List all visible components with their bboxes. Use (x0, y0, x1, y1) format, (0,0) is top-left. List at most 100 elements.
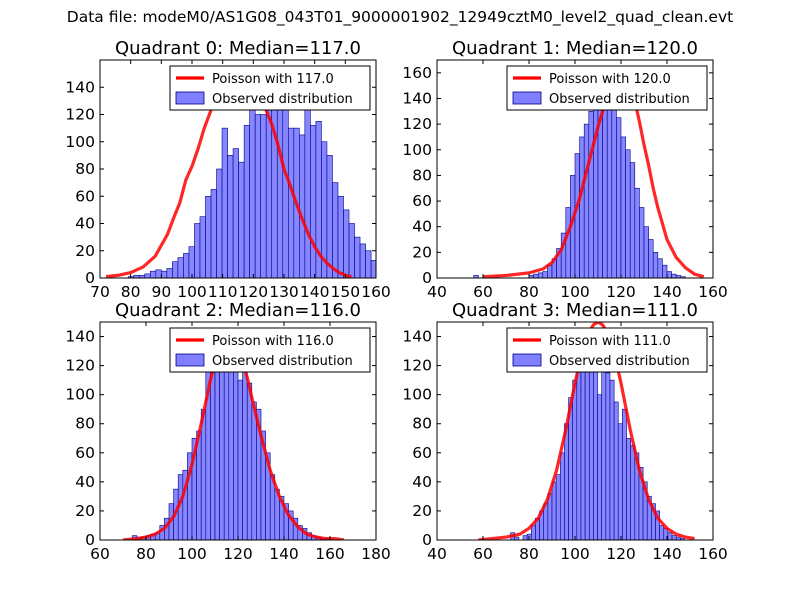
histogram-bar (579, 136, 585, 278)
histogram-bar (522, 535, 528, 540)
y-tick-label: 100 (402, 141, 432, 159)
quadrant-2-title: Quadrant 2: Median=116.0 (115, 300, 361, 321)
histogram-bar (559, 452, 565, 540)
quadrant-1-legend: Poisson with 120.0 Observed distribution (506, 65, 708, 111)
histogram-bar (605, 372, 611, 540)
y-tick-label: 40 (412, 473, 432, 491)
quadrant-2-histogram (131, 336, 331, 540)
histogram-bar (572, 379, 578, 540)
histogram-bar (183, 253, 190, 278)
quadrant-1-title: Quadrant 1: Median=120.0 (452, 38, 698, 59)
histogram-bar (643, 226, 649, 278)
y-tick-label: 20 (75, 502, 95, 520)
histogram-bar (233, 365, 239, 540)
y-tick-label: 80 (75, 415, 95, 433)
x-tick-label: 100 (560, 545, 590, 563)
histogram-bar (370, 259, 376, 278)
y-tick-label: 120 (65, 357, 95, 375)
y-tick-label: 140 (65, 78, 95, 96)
legend-bar-swatch (512, 91, 542, 105)
y-tick-label: 0 (85, 531, 95, 549)
histogram-bar (228, 353, 234, 540)
quadrant-0-title: Quadrant 0: Median=117.0 (115, 38, 361, 59)
histogram-bar (199, 216, 206, 278)
histogram-bar (588, 110, 594, 278)
y-tick-label: 0 (422, 531, 432, 549)
x-tick-label: 120 (223, 545, 253, 563)
quadrant-2-legend: Poisson with 116.0 Observed distribution (169, 327, 371, 373)
y-tick-label: 20 (412, 502, 432, 520)
quadrant-1-panel: 40 60 80 100 120 140 160 0 20 40 60 80 100 120 140 160 Q… (402, 38, 727, 301)
y-tick-label: 60 (75, 444, 95, 462)
histogram-bar (667, 532, 673, 540)
x-tick-label: 120 (606, 545, 636, 563)
histogram-bar (583, 123, 590, 278)
x-tick-label: 140 (652, 283, 682, 301)
figure-title: Data file: modeM0/AS1G08_043T01_90000019… (66, 8, 734, 26)
x-tick-label: 120 (239, 283, 269, 301)
y-tick-label: 40 (75, 473, 95, 491)
x-tick-label: 90 (151, 283, 171, 301)
x-tick-label: 80 (519, 283, 539, 301)
x-tick-label: 80 (136, 545, 156, 563)
histogram-bar (625, 149, 631, 278)
x-tick-label: 80 (519, 545, 539, 563)
histogram-bar (359, 243, 366, 278)
histogram-bar (404, 275, 410, 278)
y-tick-label: 100 (402, 386, 432, 404)
histogram-bar (629, 162, 636, 278)
y-tick-label: 60 (75, 187, 95, 205)
histogram-bar (542, 271, 548, 278)
histogram-bar (382, 267, 388, 278)
quadrant-3-panel: 40 60 80 100 120 140 160 0 20 40 60 80 100 120 140 Quad… (402, 300, 727, 563)
histogram-bar (537, 272, 544, 278)
histogram-bar (287, 127, 295, 278)
histogram-bar (639, 207, 645, 278)
histogram-bar (662, 264, 668, 278)
histogram-bar (238, 161, 245, 278)
y-tick-label: 100 (65, 386, 95, 404)
histogram-bar (343, 209, 350, 278)
legend-bar-swatch (175, 353, 205, 367)
histogram-bar (249, 86, 256, 278)
histogram-bar (332, 182, 339, 278)
y-tick-label: 120 (65, 106, 95, 124)
histogram-bar (271, 86, 278, 278)
y-tick-label: 60 (412, 444, 432, 462)
histogram-bar (399, 274, 405, 278)
y-tick-label: 40 (412, 218, 432, 236)
x-tick-label: 160 (361, 283, 391, 301)
histogram-bar (601, 365, 607, 540)
histogram-bar (161, 270, 168, 278)
histogram-bar (243, 125, 250, 278)
legend-bar-label: Observed distribution (549, 92, 690, 107)
x-tick-label: 60 (473, 545, 493, 563)
histogram-bar (251, 401, 257, 540)
histogram-bar (613, 401, 619, 540)
histogram-bar (606, 98, 613, 278)
x-tick-label: 100 (177, 283, 207, 301)
y-tick-label: 80 (75, 160, 95, 178)
legend-bar-swatch (512, 353, 542, 367)
histogram-bar (265, 100, 273, 278)
histogram-bar (551, 481, 557, 540)
x-tick-label: 150 (331, 283, 361, 301)
histogram-bar (205, 195, 212, 278)
histogram-bar (388, 270, 394, 278)
histogram-bar (622, 408, 627, 540)
histogram-bar (680, 276, 686, 278)
histogram-bar (666, 271, 672, 278)
histogram-bar (299, 134, 306, 278)
histogram-bar (194, 223, 201, 278)
histogram-bar (564, 423, 569, 540)
x-tick-label: 100 (177, 545, 207, 563)
histogram-bar (555, 474, 561, 540)
legend-line-label: Poisson with 117.0 (212, 72, 334, 87)
histogram-bar (210, 189, 217, 278)
histogram-bar (609, 379, 615, 540)
quadrant-3-legend: Poisson with 111.0 Observed distribution (506, 327, 708, 373)
x-tick-label: 160 (698, 283, 728, 301)
y-tick-label: 0 (85, 269, 95, 287)
x-tick-label: 120 (606, 283, 636, 301)
histogram-bar (166, 268, 173, 278)
